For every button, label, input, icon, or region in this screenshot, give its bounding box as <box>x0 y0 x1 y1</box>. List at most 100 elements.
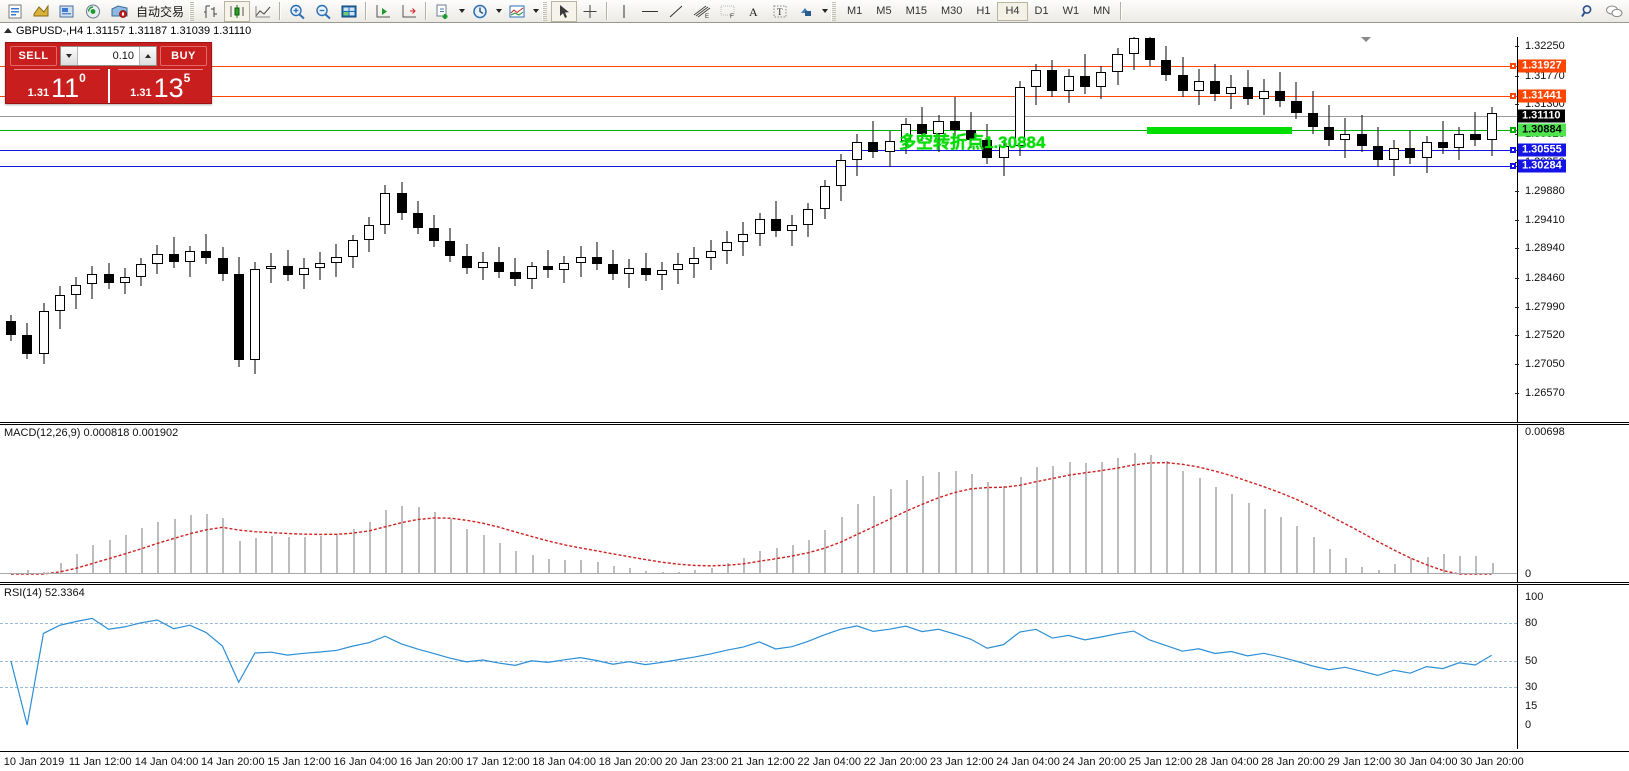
time-axis[interactable]: 10 Jan 2019 11 Jan 12:00 14 Jan 04:00 14 Ja… <box>0 751 1629 771</box>
crosshair-icon[interactable] <box>577 1 603 22</box>
line-chart-icon[interactable] <box>250 1 276 22</box>
candlestick <box>412 37 423 422</box>
macd-plot[interactable] <box>0 425 1517 582</box>
macd-axis[interactable]: 0.00698 0 <box>1517 425 1629 582</box>
vertical-line-icon[interactable] <box>611 1 637 22</box>
expert-advisor-icon[interactable] <box>106 1 132 22</box>
order-icon[interactable] <box>2 1 28 22</box>
data-window-icon[interactable] <box>336 1 362 22</box>
macd-histogram-bar <box>905 479 908 574</box>
level-handle[interactable] <box>1510 163 1516 170</box>
pivot-zone-highlight[interactable] <box>1147 126 1292 134</box>
rsi-plot[interactable] <box>0 585 1517 749</box>
axis-tick <box>1515 46 1519 48</box>
timeframe-m1[interactable]: M1 <box>847 5 863 17</box>
rsi-pane[interactable]: RSI(14) 52.3364 100 80 50 30 15 0 <box>0 585 1629 749</box>
price-level-line[interactable] <box>0 65 1517 67</box>
indicators-dropdown-icon[interactable] <box>530 1 541 22</box>
price-marker-bid-price[interactable]: 1.31110 <box>1518 109 1565 123</box>
pane-collapse-icon[interactable] <box>1361 37 1371 42</box>
toolbar-grip-2[interactable] <box>542 1 548 21</box>
candlestick-chart-icon[interactable] <box>224 0 251 22</box>
price-marker-resistance-line[interactable]: 1.31927 <box>1518 59 1566 73</box>
macd-histogram-bar <box>1068 462 1071 574</box>
buy-button[interactable]: BUY <box>160 46 207 66</box>
indicators-icon[interactable] <box>504 1 530 22</box>
buy-price[interactable]: 1.31 13 5 <box>107 69 212 103</box>
horizontal-line-icon[interactable] <box>637 1 663 22</box>
timeframe-d1[interactable]: D1 <box>1034 5 1049 17</box>
macd-pane[interactable]: MACD(12,26,9) 0.000818 0.001902 0.00698 0 <box>0 425 1629 582</box>
level-handle[interactable] <box>1510 62 1516 69</box>
price-axis[interactable]: 1.322501.317701.313001.308201.303501.298… <box>1515 37 1629 422</box>
level-handle[interactable] <box>1510 146 1516 153</box>
new-order-icon[interactable] <box>430 1 456 22</box>
bar-chart-icon[interactable] <box>198 1 224 22</box>
timeframe-w1[interactable]: W1 <box>1062 5 1080 17</box>
autotrade-label[interactable]: 自动交易 <box>136 4 185 19</box>
price-level-line[interactable] <box>0 149 1517 151</box>
timeframe-h4[interactable]: H4 <box>997 1 1028 21</box>
signal-icon[interactable] <box>80 1 106 22</box>
cursor-icon[interactable] <box>551 0 578 22</box>
price-pane[interactable]: 多空转折点1.30884 1.322501.317701.313001.3082… <box>0 37 1629 422</box>
price-marker-support-line[interactable]: 1.30555 <box>1518 143 1566 157</box>
pivot-annotation[interactable]: 多空转折点1.30884 <box>899 132 1046 152</box>
candlestick <box>1226 37 1237 422</box>
fibonacci-icon[interactable]: E <box>689 1 715 22</box>
volume-decrease-icon[interactable] <box>61 47 78 65</box>
timeframe-m15[interactable]: M15 <box>905 5 927 17</box>
trend-line-icon[interactable] <box>663 1 689 22</box>
pane-divider-1[interactable] <box>0 422 1629 425</box>
price-marker-support-line[interactable]: 1.30284 <box>1518 159 1566 173</box>
level-handle[interactable] <box>1510 126 1516 133</box>
price-level-line[interactable] <box>0 115 1517 117</box>
search-icon[interactable] <box>1575 1 1601 22</box>
shapes-icon[interactable] <box>793 1 819 22</box>
price-level-line[interactable] <box>0 95 1517 97</box>
price-marker-pivot-line[interactable]: 1.30884 <box>1518 123 1566 137</box>
zoom-out-icon[interactable] <box>310 1 336 22</box>
volume-input[interactable]: 0.10 <box>112 50 134 62</box>
candlestick <box>1242 37 1253 422</box>
shapes-dropdown-icon[interactable] <box>819 1 830 22</box>
toolbar-grip-1[interactable] <box>189 1 195 21</box>
chat-icon[interactable] <box>1601 1 1627 22</box>
price-marker-resistance-line[interactable]: 1.31441 <box>1518 89 1566 103</box>
chart-shift-icon[interactable] <box>396 1 422 22</box>
candlestick <box>998 37 1009 422</box>
zoom-in-icon[interactable] <box>284 1 310 22</box>
timeframe-h1[interactable]: H1 <box>976 5 991 17</box>
macd-histogram-bar <box>1084 463 1087 574</box>
one-click-trading-panel[interactable]: SELL 0.10 BUY 1.31 11 0 1.31 13 5 <box>5 42 212 104</box>
price-level-line[interactable] <box>0 129 1517 131</box>
period-icon[interactable] <box>467 1 493 22</box>
time-axis-label: 15 Jan 12:00 <box>267 756 331 768</box>
timeframe-m30[interactable]: M30 <box>940 5 963 17</box>
price-plot[interactable]: 多空转折点1.30884 <box>0 37 1517 422</box>
new-order-dropdown-icon[interactable] <box>456 1 467 22</box>
auto-scroll-icon[interactable] <box>370 1 396 22</box>
sell-button[interactable]: SELL <box>10 46 57 66</box>
timeframe-m5[interactable]: M5 <box>876 5 892 17</box>
timeframe-mn[interactable]: MN <box>1093 5 1111 17</box>
period-dropdown-icon[interactable] <box>493 1 504 22</box>
chart-template-icon[interactable] <box>28 1 54 22</box>
volume-increase-icon[interactable] <box>139 47 156 65</box>
macd-histogram-bar <box>92 544 95 574</box>
news-icon[interactable] <box>54 1 80 22</box>
level-handle[interactable] <box>1510 92 1516 99</box>
sell-price[interactable]: 1.31 11 0 <box>6 69 108 103</box>
time-axis-label: 20 Jan 23:00 <box>664 756 729 768</box>
equidistant-channel-icon[interactable]: F <box>715 1 741 22</box>
price-level-line[interactable] <box>0 166 1517 168</box>
text-label-icon[interactable]: A <box>741 1 767 22</box>
volume-stepper[interactable]: 0.10 <box>60 46 157 66</box>
rsi-axis[interactable]: 100 80 50 30 15 0 <box>1517 585 1629 749</box>
toolbar-grip-3[interactable] <box>831 1 837 21</box>
chart-expand-icon[interactable] <box>4 28 12 33</box>
pane-divider-2[interactable] <box>0 582 1629 585</box>
text-box-icon[interactable]: T <box>767 1 793 22</box>
macd-histogram-bar <box>596 562 599 574</box>
